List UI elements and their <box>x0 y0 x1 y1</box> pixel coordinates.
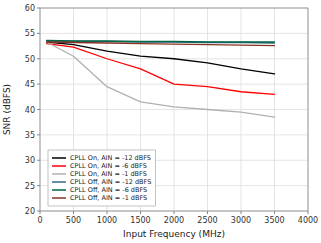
series-line <box>47 44 275 95</box>
y-tick <box>37 58 40 59</box>
x-tick <box>274 211 275 214</box>
legend-swatch <box>52 165 66 167</box>
x-tick-label: 1000 <box>97 216 117 225</box>
y-tick-label: 40 <box>25 106 35 115</box>
legend-swatch <box>52 157 66 159</box>
legend-entry: CPLL Off, AIN = -12 dBFS <box>70 178 151 186</box>
x-grid-line <box>241 8 242 211</box>
x-tick-label: 3500 <box>264 216 284 225</box>
y-tick-label: 25 <box>25 182 35 191</box>
y-tick-label: 55 <box>25 29 35 38</box>
y-tick <box>37 33 40 34</box>
y-tick <box>37 8 40 9</box>
legend-entry: CPLL On, AIN = -1 dBFS <box>70 170 147 178</box>
x-tick <box>308 211 309 214</box>
series-line <box>47 42 275 117</box>
legend-entry: CPLL On, AIN = -12 dBFS <box>70 154 151 162</box>
y-tick <box>37 109 40 110</box>
x-tick <box>207 211 208 214</box>
legend-box <box>48 150 155 206</box>
y-tick <box>37 211 40 212</box>
y-axis-label: SNR (dBFS) <box>2 84 12 135</box>
x-tick-label: 1500 <box>130 216 150 225</box>
x-tick <box>40 211 41 214</box>
x-tick-label: 0 <box>37 216 42 225</box>
x-tick-label: 2000 <box>164 216 184 225</box>
x-tick <box>140 211 141 214</box>
y-tick <box>37 84 40 85</box>
series-line <box>47 40 275 42</box>
x-tick <box>174 211 175 214</box>
series-line <box>47 42 275 46</box>
y-tick-label: 35 <box>25 131 35 140</box>
x-grid-line <box>274 8 275 211</box>
legend-entry: CPLL Off, AIN = -1 dBFS <box>70 194 147 202</box>
legend-swatch <box>52 181 66 183</box>
y-tick-label: 30 <box>25 156 35 165</box>
y-tick-label: 50 <box>25 55 35 64</box>
y-tick-label: 20 <box>25 207 35 216</box>
y-tick <box>37 160 40 161</box>
x-tick-label: 500 <box>66 216 81 225</box>
y-tick <box>37 134 40 135</box>
legend-entry: CPLL Off, AIN = -6 dBFS <box>70 186 147 194</box>
legend-swatch <box>52 189 66 191</box>
x-tick <box>107 211 108 214</box>
y-tick-label: 45 <box>25 80 35 89</box>
plot-frame <box>40 8 308 211</box>
y-tick <box>37 185 40 186</box>
x-tick <box>73 211 74 214</box>
legend-swatch <box>52 173 66 175</box>
x-axis-label: Input Frequency (MHz) <box>123 229 225 239</box>
y-tick-label: 60 <box>25 4 35 13</box>
legend: CPLL On, AIN = -12 dBFSCPLL On, AIN = -6… <box>48 150 155 206</box>
plot-background <box>40 8 308 211</box>
legend-entry: CPLL On, AIN = -6 dBFS <box>70 162 147 170</box>
x-tick-label: 2500 <box>197 216 217 225</box>
x-tick <box>241 211 242 214</box>
series-line <box>47 42 275 74</box>
legend-swatch <box>52 197 66 199</box>
x-grid-line <box>174 8 175 211</box>
chart: 20 25 30 35 40 45 50 55 60 0 500 1000 1500 2000 2500 30… <box>0 0 321 243</box>
x-tick-label: 4000 <box>298 216 318 225</box>
x-tick-label: 3000 <box>231 216 251 225</box>
lines <box>47 40 275 117</box>
grid <box>40 8 308 211</box>
